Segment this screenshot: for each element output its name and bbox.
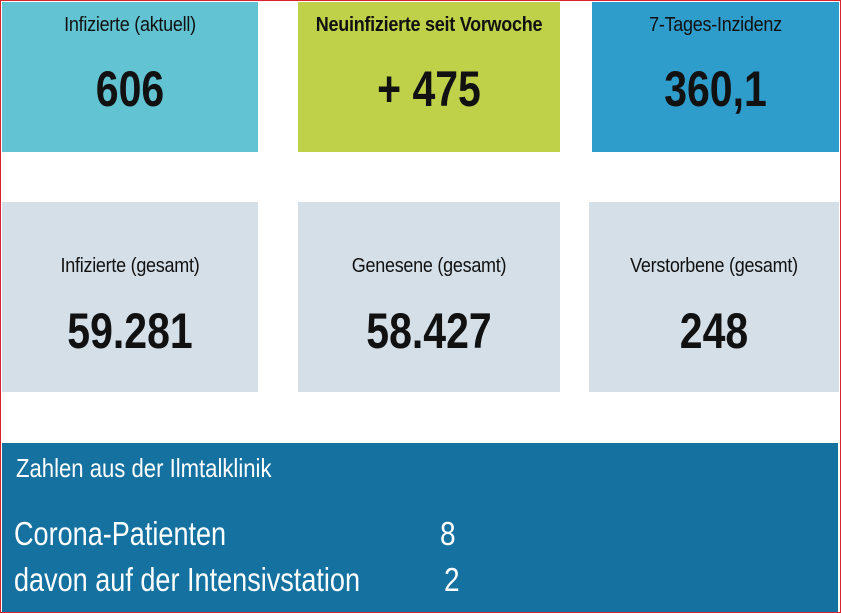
tile-genesene-gesamt: Genesene (gesamt) 58.427 [298,202,560,392]
tile-infizierte-gesamt: Infizierte (gesamt) 59.281 [2,202,258,392]
tile-label: 7-Tages-Inzidenz [649,14,782,36]
tile-label: Genesene (gesamt) [351,255,507,277]
tile-value: + 475 [377,61,481,117]
klinik-row-value: 8 [440,515,456,552]
tile-verstorbene-gesamt: Verstorbene (gesamt) 248 [589,202,839,392]
klinik-title: Zahlen aus der Ilmtalklinik [16,453,272,483]
tile-value: 606 [95,61,165,117]
klinik-panel: Zahlen aus der Ilmtalklinik Corona-Patie… [2,443,838,612]
klinik-row-label: davon auf der Intensivstation [14,561,361,598]
tile-label: Infizierte (aktuell) [64,14,196,36]
tile-label: Neuinfizierte seit Vorwoche [315,14,543,36]
tile-infizierte-aktuell: Infizierte (aktuell) 606 [2,2,258,152]
tile-inzidenz: 7-Tages-Inzidenz 360,1 [592,2,839,152]
tile-value: 248 [679,303,749,359]
tile-value: 59.281 [67,303,193,359]
tile-label: Infizierte (gesamt) [60,255,200,277]
tile-label: Verstorbene (gesamt) [630,255,798,277]
klinik-row-value: 2 [444,561,460,598]
tile-neuinfizierte: Neuinfizierte seit Vorwoche + 475 [298,2,560,152]
tile-value: 58.427 [366,303,492,359]
klinik-row-label: Corona-Patienten [14,515,227,552]
tile-value: 360,1 [664,61,767,117]
